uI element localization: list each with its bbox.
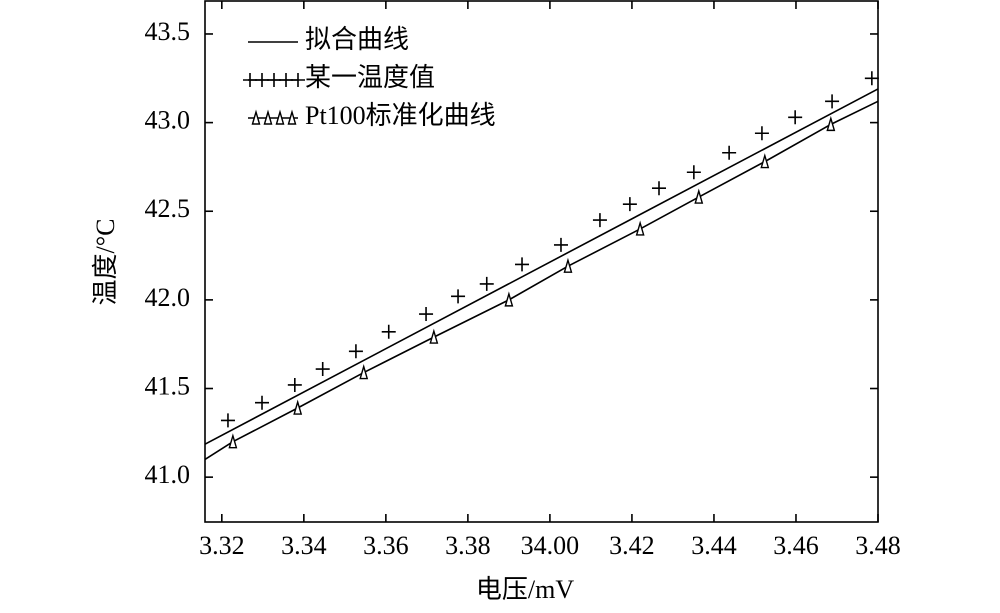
- plus-marker: [381, 324, 396, 339]
- plus-marker: [479, 276, 494, 291]
- legend-label: 某一温度值: [305, 63, 435, 92]
- plus-marker: [686, 165, 701, 180]
- triangle-marker: [228, 433, 238, 449]
- legend-label: 拟合曲线: [305, 25, 409, 54]
- x-tick-label: 3.46: [773, 531, 819, 560]
- triangle-marker: [504, 291, 514, 307]
- plus-marker: [651, 181, 666, 196]
- series-line: [204, 88, 879, 445]
- plus-marker: [419, 307, 434, 322]
- plus-marker: [722, 145, 737, 160]
- legend-label: Pt100标准化曲线: [305, 101, 496, 130]
- x-tick-label: 3.38: [445, 531, 491, 560]
- series-line: [204, 100, 879, 461]
- legend-marker: [267, 73, 281, 87]
- y-tick-label: 43.0: [145, 106, 191, 135]
- plus-marker: [515, 257, 530, 272]
- y-tick-label: 41.5: [145, 371, 191, 400]
- y-axis-label: 温度/°C: [91, 219, 120, 306]
- plus-marker: [592, 213, 607, 228]
- triangle-marker: [826, 115, 836, 132]
- triangle-marker: [293, 399, 303, 415]
- legend-marker: [255, 73, 269, 87]
- triangle-marker: [760, 153, 770, 169]
- x-axis-label: 电压/mV: [476, 575, 574, 604]
- plus-marker: [348, 344, 363, 359]
- plus-marker: [553, 237, 568, 252]
- legend-marker: [275, 109, 285, 125]
- y-tick-label: 41.0: [145, 460, 191, 489]
- legend-marker: [263, 109, 273, 125]
- legend-marker: [291, 73, 305, 87]
- plus-marker: [220, 413, 235, 428]
- legend-marker: [243, 73, 257, 87]
- plus-marker: [255, 395, 270, 410]
- triangle-marker: [563, 257, 573, 273]
- legend-marker: [279, 73, 293, 87]
- y-tick-label: 42.5: [145, 194, 191, 223]
- x-tick-label: 3.32: [199, 531, 245, 560]
- x-tick-label: 3.44: [691, 531, 737, 560]
- x-tick-label: 3.34: [281, 531, 327, 560]
- x-tick-label: 3.36: [363, 531, 409, 560]
- plus-marker: [622, 197, 637, 212]
- triangle-marker: [635, 220, 645, 236]
- plus-marker: [754, 126, 769, 141]
- legend-marker: [251, 109, 261, 125]
- legend-marker: [287, 109, 297, 125]
- plus-marker: [451, 289, 466, 304]
- y-tick-label: 42.0: [145, 283, 191, 312]
- x-tick-label: 3.42: [609, 531, 655, 560]
- triangle-marker: [429, 328, 439, 344]
- x-tick-label: 3.48: [855, 531, 901, 560]
- plus-marker: [825, 94, 840, 109]
- plus-marker: [315, 362, 330, 377]
- triangle-marker: [694, 188, 704, 204]
- plot-frame: [204, 0, 879, 523]
- plus-marker: [287, 377, 302, 392]
- triangle-marker: [359, 364, 369, 380]
- plus-marker: [788, 110, 803, 125]
- plus-marker: [864, 71, 879, 86]
- x-tick-label: 34.00: [521, 531, 580, 560]
- y-tick-label: 43.5: [145, 17, 191, 46]
